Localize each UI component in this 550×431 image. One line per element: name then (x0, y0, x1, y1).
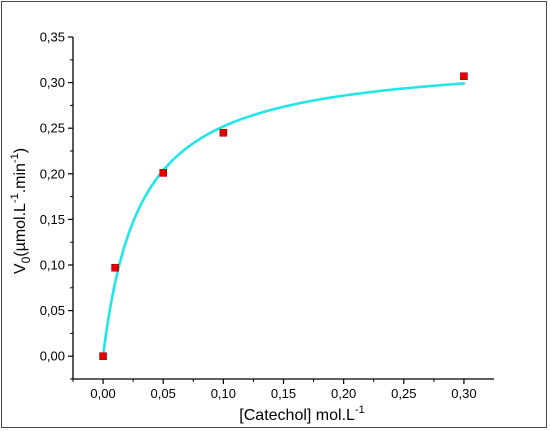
y-tick-label: 0,10 (40, 258, 65, 273)
x-tick-label: 0,25 (391, 386, 416, 401)
data-point (219, 128, 228, 137)
data-point (99, 352, 107, 361)
x-axis-ticks: 0,00 0,05 0,10 0,15 0,20 0,25 0,30 (72, 379, 477, 401)
data-point (460, 72, 468, 81)
x-axis-title: [Catechol] mol.L-1 (239, 404, 364, 424)
y-axis-title: V0(µmol.L-1.min-1) (9, 148, 33, 274)
y-tick-label: 0,15 (40, 212, 65, 227)
x-tick-label: 0,30 (451, 386, 476, 401)
y-tick-label: 0,35 (40, 30, 65, 45)
x-tick-label: 0,20 (331, 386, 356, 401)
data-points-layer (99, 72, 468, 361)
data-point (159, 169, 168, 177)
y-tick-label: 0,25 (40, 121, 65, 136)
y-tick-label: 0,20 (40, 166, 65, 181)
plot-axes (72, 37, 494, 380)
fit-curve-line (101, 82, 466, 358)
x-tick-label: 0,05 (151, 386, 176, 401)
y-tick-label: 0,30 (40, 75, 65, 90)
x-tick-label: 0,15 (271, 386, 296, 401)
fit-curve-layer (101, 82, 466, 358)
x-tick-label: 0,10 (211, 386, 236, 401)
y-axis-ticks: 0,00 0,05 0,10 0,15 0,20 0,25 0,30 0,35 (40, 30, 73, 380)
data-point (111, 263, 119, 272)
y-tick-label: 0,00 (40, 349, 65, 364)
x-tick-label: 0,00 (90, 386, 115, 401)
y-tick-label: 0,05 (40, 303, 65, 318)
